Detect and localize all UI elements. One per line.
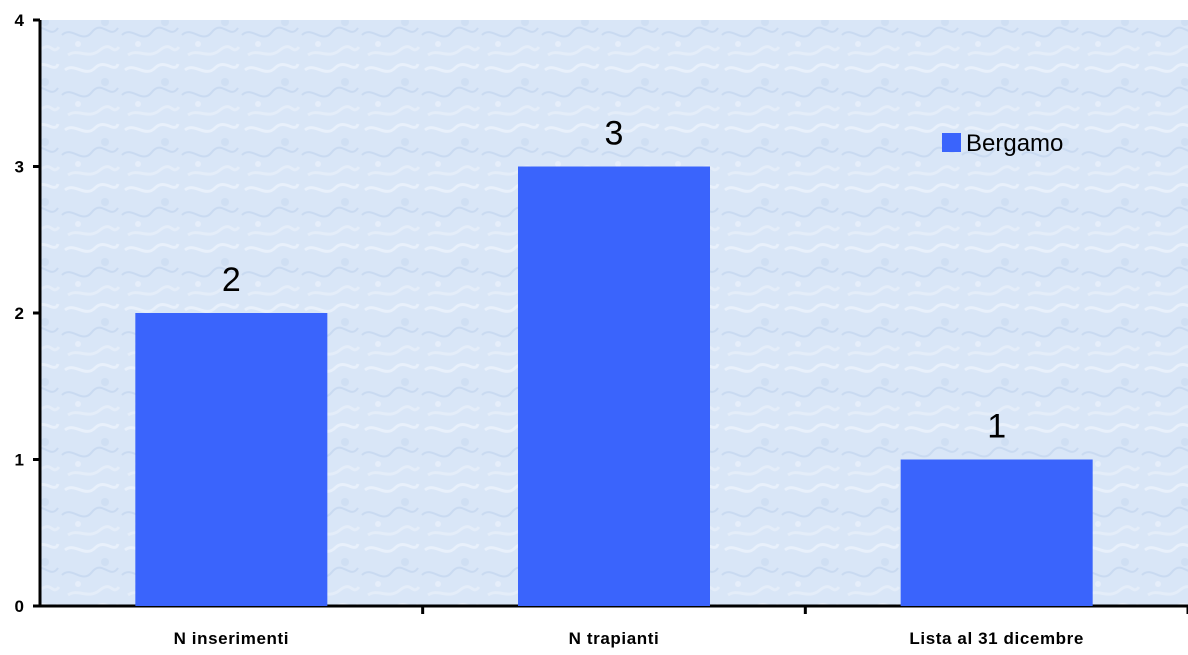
y-tick-label: 2 [15, 304, 24, 323]
y-tick-label: 1 [15, 451, 24, 470]
legend-swatch [942, 133, 961, 152]
data-label: 1 [987, 408, 1006, 446]
x-tick-label: N inserimenti [174, 629, 290, 648]
labels: 2 N inserimenti 3 N trapianti 1 Lista al 31 d… [174, 115, 1084, 649]
bar-3 [900, 459, 1093, 606]
y-tick-label: 4 [15, 11, 25, 30]
data-label: 3 [605, 115, 624, 153]
bars [135, 166, 1093, 606]
data-label: 2 [222, 261, 241, 299]
bar-1 [135, 313, 328, 606]
legend-label-bergamo: Bergamo [966, 130, 1063, 157]
x-tick-label: N trapianti [569, 629, 660, 648]
y-tick-label: 0 [15, 597, 24, 616]
bar-2 [518, 166, 710, 606]
legend: Bergamo [942, 130, 1063, 157]
y-tick-label: 3 [15, 158, 24, 177]
x-tick-label: Lista al 31 dicembre [909, 629, 1084, 648]
